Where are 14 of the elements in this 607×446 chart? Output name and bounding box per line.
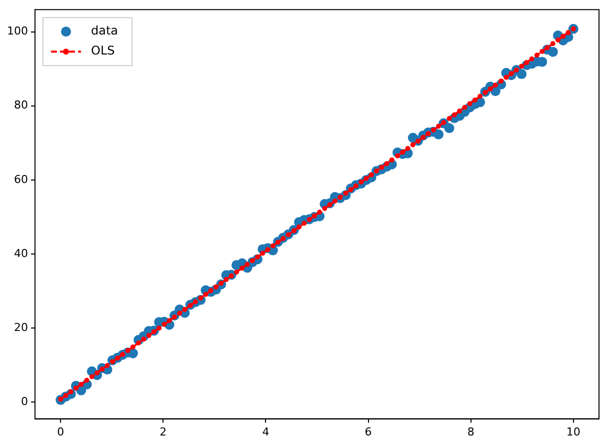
x-tick-label: 10	[566, 425, 580, 438]
y-tick-label: 100	[6, 24, 28, 38]
y-tick-label: 80	[14, 98, 28, 112]
legend-label: data	[90, 24, 118, 38]
x-tick-label: 6	[364, 425, 372, 438]
y-tick-label: 20	[14, 320, 28, 334]
y-tick-label: 0	[20, 394, 28, 408]
x-tick-label: 8	[467, 425, 474, 438]
y-tick-label: 60	[14, 172, 28, 186]
x-tick-label: 4	[262, 425, 270, 438]
x-tick-label: 2	[160, 425, 167, 438]
y-tick-label: 40	[14, 246, 28, 260]
legend-label: OLS	[90, 44, 115, 58]
x-tick-label: 0	[57, 425, 64, 438]
